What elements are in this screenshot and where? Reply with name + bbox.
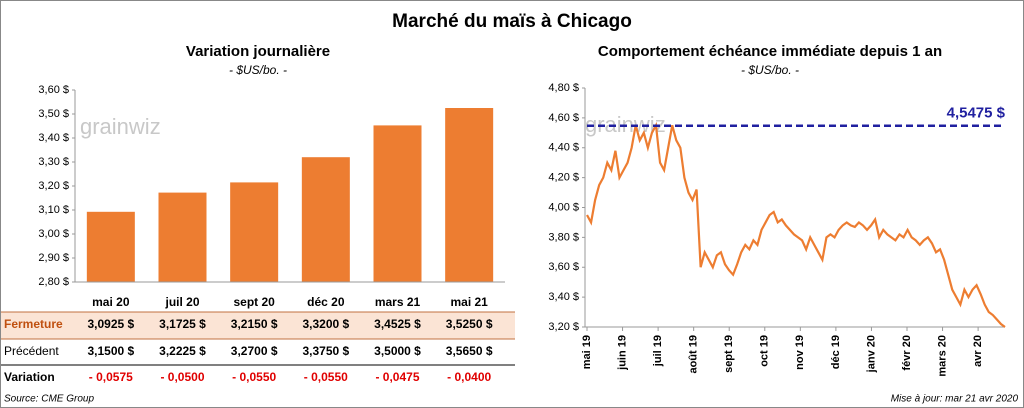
y-tick-label: 4,40 $ [548,142,579,154]
table-cell: - 0,0550 [304,370,348,384]
y-tick-label: 3,40 $ [38,132,69,144]
table-cell: 3,0925 $ [87,317,134,331]
price-line [586,121,1006,328]
table-cell: - 0,0400 [447,370,491,384]
y-tick-label: 2,90 $ [38,252,69,264]
x-tick-label: juin 19 [616,335,628,371]
y-tick-label: 3,60 $ [548,261,579,273]
y-tick-label: 3,50 $ [38,108,69,120]
x-tick-label: janv 20 [865,335,877,373]
table-cell: 3,5250 $ [446,317,493,331]
page-title: Marché du maïs à Chicago [392,11,632,32]
y-tick-label: 4,60 $ [548,112,579,124]
y-tick-label: 4,20 $ [548,172,579,184]
y-tick-label: 3,80 $ [548,231,579,243]
y-tick-label: 3,20 $ [548,321,579,333]
bar [301,157,350,282]
x-tick-label: mars 21 [375,295,421,309]
watermark: grainwiz [80,114,161,139]
y-tick-label: 3,10 $ [38,204,69,216]
x-tick-label: mai 21 [450,295,488,309]
table-cell: - 0,0475 [375,370,419,384]
y-tick-label: 4,00 $ [548,201,579,213]
x-tick-label: févr 20 [901,335,913,370]
y-tick-label: 3,20 $ [38,180,69,192]
x-tick-label: avr 20 [972,335,984,367]
y-tick-label: 4,80 $ [548,82,579,94]
x-tick-label: août 19 [688,335,700,374]
x-tick-label: sept 20 [233,295,275,309]
updated: Mise à jour: mar 21 avr 2020 [891,394,1019,405]
y-tick-label: 3,30 $ [38,156,69,168]
chart-subtitle: - $US/bo. - [229,63,287,77]
x-tick-label: juil 20 [164,295,199,309]
row-header: Précédent [4,344,59,358]
x-tick-label: mars 20 [936,335,948,377]
x-tick-label: oct 19 [759,335,771,367]
bar [373,125,422,283]
reference-label: 4,5475 $ [947,105,1006,122]
bar [86,211,135,282]
y-tick-label: 3,40 $ [548,291,579,303]
table-cell: 3,1500 $ [87,344,134,358]
x-tick-label: nov 19 [794,335,806,370]
table-cell: 3,2225 $ [159,344,206,358]
table-cell: 3,2150 $ [231,317,278,331]
x-tick-label: mai 20 [92,295,130,309]
x-tick-label: sept 19 [723,335,735,373]
table-cell: 3,3750 $ [302,344,349,358]
x-tick-label: déc 20 [307,295,345,309]
watermark: grainwiz [585,112,666,137]
table-cell: - 0,0550 [232,370,276,384]
x-tick-label: mai 19 [581,335,593,369]
x-tick-label: déc 19 [830,335,842,369]
chart-title: Variation journalière [186,43,330,60]
y-tick-label: 3,60 $ [38,84,69,96]
chart-subtitle: - $US/bo. - [741,63,799,77]
bar [158,192,207,282]
table-cell: - 0,0575 [89,370,133,384]
table-cell: 3,5000 $ [374,344,421,358]
table-cell: 3,1725 $ [159,317,206,331]
y-tick-label: 2,80 $ [38,276,69,288]
bar [445,108,494,282]
row-header: Fermeture [4,317,63,331]
row-highlight [1,312,515,339]
table-cell: 3,3200 $ [302,317,349,331]
table-cell: 3,2700 $ [231,344,278,358]
x-tick-label: juil 19 [652,335,664,367]
row-header: Variation [4,370,55,384]
table-cell: 3,4525 $ [374,317,421,331]
y-tick-label: 3,00 $ [38,228,69,240]
table-cell: 3,5650 $ [446,344,493,358]
chart-title: Comportement échéance immédiate depuis 1… [598,43,942,60]
bar [230,182,279,282]
table-cell: - 0,0500 [160,370,204,384]
source: Source: CME Group [4,394,94,405]
